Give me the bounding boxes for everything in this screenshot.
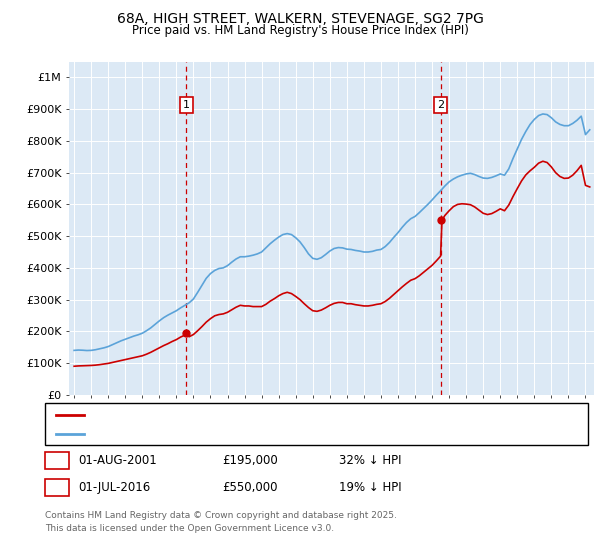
Text: 68A, HIGH STREET, WALKERN, STEVENAGE, SG2 7PG: 68A, HIGH STREET, WALKERN, STEVENAGE, SG… [116, 12, 484, 26]
Text: Price paid vs. HM Land Registry's House Price Index (HPI): Price paid vs. HM Land Registry's House … [131, 24, 469, 37]
Text: 01-AUG-2001: 01-AUG-2001 [78, 454, 157, 467]
Text: £195,000: £195,000 [222, 454, 278, 467]
Text: 2: 2 [53, 480, 61, 494]
Text: 68A, HIGH STREET, WALKERN, STEVENAGE, SG2 7PG (detached house): 68A, HIGH STREET, WALKERN, STEVENAGE, SG… [88, 409, 442, 419]
Text: 1: 1 [53, 454, 61, 467]
Text: 1: 1 [183, 100, 190, 110]
Text: Contains HM Land Registry data © Crown copyright and database right 2025.: Contains HM Land Registry data © Crown c… [45, 511, 397, 520]
Text: 2: 2 [437, 100, 444, 110]
Text: 32% ↓ HPI: 32% ↓ HPI [339, 454, 401, 467]
Text: 01-JUL-2016: 01-JUL-2016 [78, 480, 150, 494]
Text: £550,000: £550,000 [222, 480, 277, 494]
Text: HPI: Average price, detached house, East Hertfordshire: HPI: Average price, detached house, East… [88, 429, 364, 439]
Text: This data is licensed under the Open Government Licence v3.0.: This data is licensed under the Open Gov… [45, 524, 334, 533]
Text: 19% ↓ HPI: 19% ↓ HPI [339, 480, 401, 494]
